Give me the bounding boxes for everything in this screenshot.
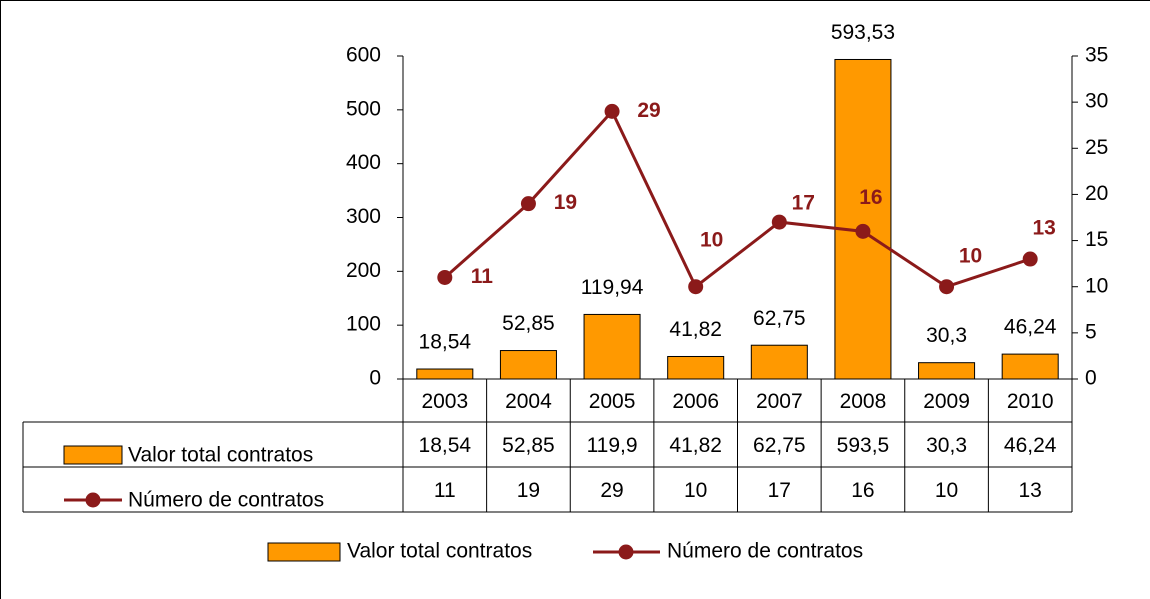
line-value-label: 17 (792, 192, 815, 215)
line-value-label: 11 (471, 265, 494, 288)
legend-swatch (267, 542, 341, 562)
legend-label: Número de contratos (667, 540, 863, 563)
table-cell: 41,82 (669, 434, 722, 457)
x-tick-label: 2007 (756, 390, 803, 413)
line-marker (688, 279, 704, 295)
line-marker (771, 214, 787, 230)
bar-value-label: 41,82 (669, 318, 722, 341)
y-tick-label: 500 (346, 97, 381, 120)
line-marker (1022, 251, 1038, 267)
bar-value-label: 18,54 (419, 331, 472, 354)
bar-value-label: 119,94 (581, 276, 644, 299)
line-value-label: 10 (959, 244, 982, 267)
line-value-label: 16 (859, 186, 882, 209)
bar-value-label: 52,85 (502, 312, 555, 335)
bar-value-label: 30,3 (926, 324, 967, 347)
bar (1001, 353, 1059, 380)
bar (834, 58, 892, 380)
legend-marker (618, 544, 634, 560)
y2-tick-label: 30 (1085, 90, 1108, 113)
bar (499, 350, 557, 380)
line-value-label: 19 (554, 191, 577, 214)
bar (918, 362, 976, 380)
line-marker (437, 269, 453, 285)
x-tick-label: 2008 (840, 390, 887, 413)
y-tick-label: 400 (346, 151, 381, 174)
y2-tick-label: 5 (1085, 320, 1097, 343)
table-cell: 10 (684, 479, 707, 502)
table-cell: 52,85 (502, 434, 555, 457)
table-cell: 46,24 (1004, 434, 1057, 457)
bar (667, 355, 725, 380)
table-cell: 18,54 (419, 434, 472, 457)
table-cell: 10 (935, 479, 958, 502)
table-key-bar (63, 445, 123, 465)
table-key-marker (85, 492, 101, 508)
y-tick-label: 300 (346, 205, 381, 228)
table-cell: 30,3 (926, 434, 967, 457)
x-tick-label: 2009 (923, 390, 970, 413)
table-cell: 119,9 (587, 434, 638, 457)
table-cell: 13 (1019, 479, 1042, 502)
line-marker (604, 103, 620, 119)
y-tick-label: 100 (346, 313, 381, 336)
line-value-label: 10 (700, 228, 723, 251)
y2-tick-label: 35 (1085, 44, 1108, 67)
y2-tick-label: 0 (1085, 367, 1097, 390)
line-value-label: 29 (637, 99, 660, 122)
bar-value-label: 593,53 (831, 21, 895, 44)
y2-tick-label: 25 (1085, 136, 1108, 159)
y2-tick-label: 20 (1085, 182, 1108, 205)
line-marker (855, 223, 871, 239)
bar (416, 368, 474, 380)
x-tick-label: 2003 (421, 390, 468, 413)
bar (750, 344, 808, 380)
line (443, 108, 1031, 290)
legend-label: Valor total contratos (347, 540, 532, 563)
table-cell: 16 (851, 479, 874, 502)
table-cell: 17 (768, 479, 791, 502)
table-cell: 62,75 (753, 434, 806, 457)
y2-tick-label: 15 (1085, 228, 1108, 251)
x-tick-label: 2004 (505, 390, 552, 413)
table-row-label: Número de contratos (128, 489, 324, 512)
table-cell: 29 (600, 479, 623, 502)
x-tick-label: 2006 (672, 390, 719, 413)
x-tick-label: 2010 (1007, 390, 1054, 413)
bar (583, 313, 641, 380)
table-cell: 593,5 (837, 434, 890, 457)
y-tick-label: 0 (369, 367, 381, 390)
y-tick-label: 600 (346, 44, 381, 67)
y2-tick-label: 10 (1085, 274, 1108, 297)
table-row-label: Valor total contratos (128, 444, 313, 467)
line-marker (939, 279, 955, 295)
x-tick-label: 2005 (589, 390, 636, 413)
line-marker (520, 196, 536, 212)
table-cell: 19 (517, 479, 540, 502)
y-tick-label: 200 (346, 259, 381, 282)
bar-value-label: 46,24 (1004, 316, 1057, 339)
bar-value-label: 62,75 (753, 307, 806, 330)
table-cell: 11 (434, 479, 456, 502)
line-value-label: 13 (1033, 217, 1056, 240)
